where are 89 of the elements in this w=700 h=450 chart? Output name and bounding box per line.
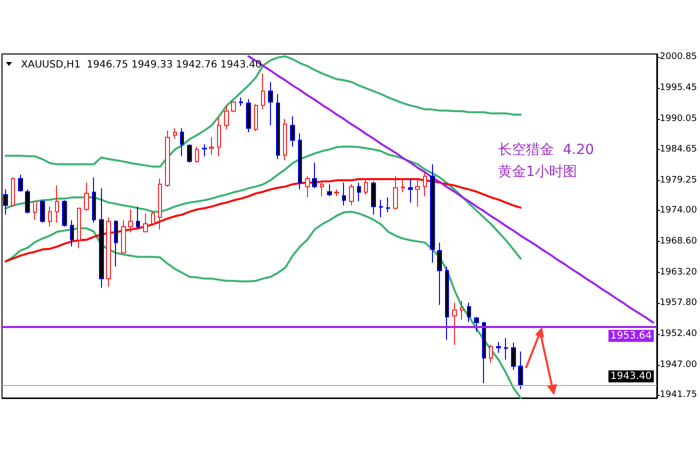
candlestick	[224, 106, 229, 130]
candlestick	[305, 176, 310, 198]
candlestick	[165, 130, 170, 188]
candlestick	[128, 208, 133, 233]
candlestick	[371, 180, 376, 216]
annotation: 长空猎金 4.20	[498, 142, 594, 158]
candlestick	[283, 118, 287, 161]
candlestick	[349, 184, 354, 206]
candlestick	[445, 266, 449, 340]
y-tick-label: 1974.00	[660, 206, 698, 216]
candlestick	[77, 207, 81, 249]
candlestick	[92, 176, 96, 224]
candlestick	[504, 338, 508, 360]
candlestick	[357, 182, 361, 202]
y-tick-label: 1990.05	[660, 114, 697, 124]
candlestick	[209, 136, 214, 156]
candlestick	[482, 322, 486, 384]
candlestick	[518, 351, 523, 390]
candlestick	[312, 162, 317, 189]
candlestick	[99, 188, 104, 288]
candlestick	[408, 178, 413, 204]
y-tick-label: 1952.40	[660, 329, 698, 339]
candlestick	[202, 144, 207, 157]
y-tick-label: 1995.45	[660, 83, 697, 93]
y-tick-label: 1941.75	[660, 390, 697, 400]
candlestick	[334, 188, 339, 197]
candlestick	[320, 182, 324, 197]
candlestick	[423, 172, 427, 197]
candlestick	[496, 342, 501, 354]
candlestick	[511, 342, 516, 370]
candlestick	[18, 174, 23, 192]
text: XAUUSD,H1 1946.75 1949.33 1942.76 1943.40	[21, 60, 262, 70]
candlestick	[401, 178, 405, 193]
candlestick	[379, 199, 383, 218]
candlestick	[121, 220, 126, 254]
candlestick	[239, 96, 243, 106]
candlestick	[217, 116, 221, 157]
candlestick	[231, 100, 236, 113]
candlestick	[467, 302, 471, 322]
candlestick	[246, 98, 251, 133]
candlestick	[195, 146, 199, 164]
candlestick	[48, 206, 52, 228]
candlestick	[386, 196, 390, 213]
candlestick	[114, 220, 118, 268]
y-tick-label: 2000.85	[660, 52, 697, 62]
candlestick	[254, 104, 258, 132]
candlestick	[106, 216, 111, 288]
candlestick	[84, 182, 89, 212]
candlestick	[290, 116, 295, 148]
line-series	[4, 178, 522, 262]
candlestick	[55, 184, 59, 224]
candlestick	[415, 178, 420, 208]
candlestick	[40, 200, 45, 224]
candlestick	[298, 132, 302, 190]
candlestick	[33, 200, 37, 220]
ref-line-label: 1953.64	[610, 330, 652, 342]
candlestick	[136, 206, 140, 230]
candlestick	[158, 178, 162, 230]
candlestick	[180, 128, 184, 157]
candlestick	[268, 82, 273, 126]
y-tick-label: 1963.20	[660, 267, 698, 278]
line-series	[4, 210, 522, 399]
candlestick	[437, 242, 442, 306]
candlestick	[11, 176, 15, 208]
candlestick	[70, 220, 74, 248]
candlestick	[430, 164, 435, 264]
y-tick-label: 1968.60	[660, 236, 698, 246]
candlestick	[187, 144, 192, 164]
y-tick-label: 1979.25	[660, 176, 697, 186]
candlestick	[62, 200, 67, 228]
candlestick	[276, 94, 280, 160]
candlestick	[460, 300, 464, 320]
ref-line-label: 1943.40	[610, 370, 652, 382]
candlestick	[474, 316, 479, 332]
y-tick-label: 1984.65	[660, 144, 697, 155]
candlestick	[25, 188, 30, 214]
candlestick	[364, 178, 368, 196]
candlestick	[151, 212, 155, 225]
candlestick	[327, 184, 332, 197]
candlestick	[342, 182, 346, 206]
candlestick	[143, 212, 148, 233]
candlestick	[489, 344, 493, 364]
candlestick	[173, 128, 177, 140]
y-tick-label: 1947.00	[660, 360, 698, 370]
candlestick	[261, 72, 265, 110]
annotation: 黄金1小时图	[498, 164, 577, 180]
candlestick	[452, 302, 457, 346]
y-tick-label: 1957.80	[660, 298, 698, 308]
candlestick	[393, 176, 398, 210]
